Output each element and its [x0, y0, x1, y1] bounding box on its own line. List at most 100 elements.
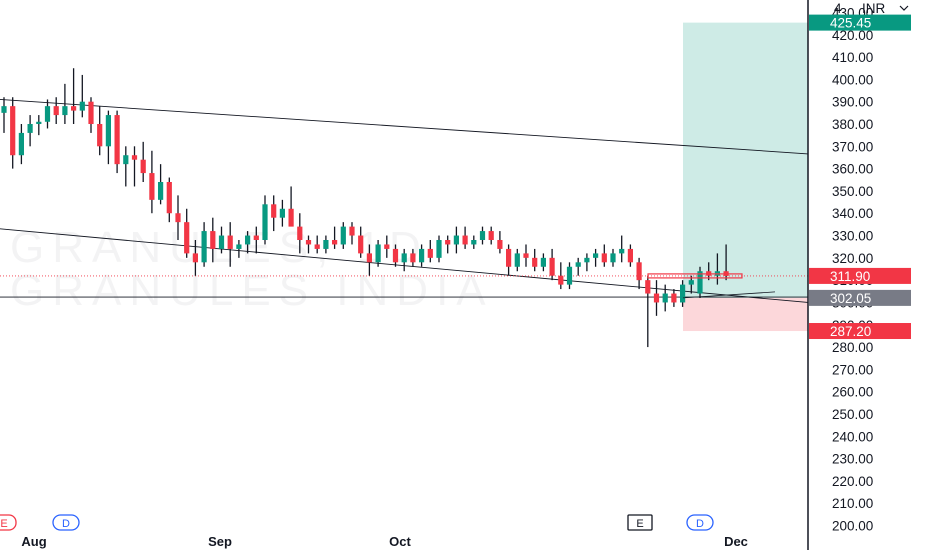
axis-tick-280: 280.00 — [832, 340, 873, 355]
candle-body — [236, 244, 242, 249]
position-overlay — [647, 273, 776, 299]
candle-body — [680, 284, 686, 303]
trendline-0 — [0, 99, 809, 155]
candle-body — [497, 240, 503, 249]
candle-body — [131, 155, 138, 160]
candle-body — [175, 213, 181, 223]
axis-tick-220: 220.00 — [832, 474, 873, 489]
axis-tick-420: 420.00 — [832, 28, 873, 43]
price-badge-current — [809, 267, 911, 284]
candle-body — [384, 244, 390, 249]
candle-body — [645, 280, 651, 294]
price-badge-label-stop: 287.20 — [830, 324, 871, 339]
candle-body — [593, 253, 599, 258]
position-stop-line — [682, 291, 776, 299]
candle-body — [62, 106, 68, 116]
position-entry-bar — [647, 273, 743, 279]
candle-body — [227, 235, 233, 249]
candle-body — [71, 106, 77, 111]
candle-body — [18, 132, 24, 156]
candle-body — [279, 208, 285, 218]
candle-body — [488, 231, 494, 240]
candle-body — [584, 257, 590, 263]
price-badge-label-current: 311.90 — [830, 269, 870, 284]
axis-tick-360: 360.00 — [832, 162, 873, 177]
candle-body — [158, 182, 164, 200]
candle-body — [10, 106, 16, 156]
axis-tick-200: 200.00 — [832, 519, 873, 534]
candle-body — [688, 280, 694, 285]
candle-body — [288, 208, 294, 227]
candle-body — [88, 101, 94, 124]
candle-body — [479, 231, 486, 240]
candle-body — [662, 293, 668, 303]
candle-body — [297, 226, 303, 240]
candle-body — [349, 226, 355, 236]
price-badge-label-entry: 302.05 — [830, 291, 871, 306]
dividend-marker-label: D — [696, 518, 704, 530]
candle-body — [262, 204, 268, 240]
profit-zone — [683, 22, 808, 298]
axis-tick-380: 380.00 — [832, 117, 873, 132]
axis-tick-430-partial: 4 — [834, 1, 842, 16]
candle-body — [427, 248, 433, 258]
axis-tick-340: 340.00 — [832, 206, 873, 221]
axis-tick-350: 350.00 — [832, 184, 873, 199]
price-badge-stop — [809, 323, 911, 340]
candle-body — [305, 240, 312, 245]
candle-body — [105, 115, 111, 147]
candle-body — [575, 262, 581, 267]
candle-body — [114, 115, 120, 165]
candle-body — [201, 231, 207, 263]
earnings-marker — [0, 514, 17, 531]
position-zones — [683, 22, 808, 332]
candle-body — [79, 101, 85, 111]
price-badge-target — [809, 14, 911, 31]
candle-body — [619, 248, 625, 254]
axis-tick-230: 230.00 — [832, 452, 873, 467]
candle-body — [36, 121, 42, 124]
axis-tick-410: 410.00 — [832, 50, 873, 65]
candle-body — [375, 244, 381, 263]
candle-body — [601, 253, 607, 263]
currency-label[interactable]: INR 4 — [834, 1, 909, 16]
axis-tick-370: 370.00 — [832, 139, 873, 154]
dividend-marker — [686, 514, 714, 531]
axis-month-sep: Sep — [208, 534, 232, 549]
axis-tick-330: 330.00 — [832, 229, 873, 244]
candle-body — [436, 240, 442, 258]
candle-body — [627, 248, 633, 263]
candle-body — [314, 244, 320, 249]
candle-body — [166, 182, 172, 214]
candle-body — [358, 235, 364, 254]
candle-body — [401, 253, 407, 263]
candle-body — [671, 293, 677, 303]
candle-body — [419, 248, 425, 263]
earnings-marker-label: E — [636, 518, 643, 530]
candle-body — [366, 253, 372, 263]
candle-body — [149, 173, 155, 200]
candle-body — [140, 159, 146, 174]
earnings-marker — [627, 514, 653, 531]
candle-body — [636, 262, 642, 281]
candle-body — [340, 226, 346, 245]
price-badge-label-target: 425.45 — [830, 16, 871, 31]
candle-body — [471, 240, 477, 245]
axis-tick-210: 210.00 — [832, 496, 873, 511]
price-axis[interactable]: 200.00 210.00 220.00 230.00 240.00 250.00 260.… — [809, 5, 911, 534]
candle-body — [192, 253, 198, 263]
candle-body — [610, 253, 616, 263]
candle-body — [523, 253, 529, 258]
candle-body — [462, 235, 468, 245]
time-axis[interactable]: Aug Sep Oct Dec — [21, 534, 748, 549]
candle-body — [549, 257, 555, 276]
candle-body — [218, 235, 225, 249]
candle-body — [123, 155, 129, 165]
candle-body — [53, 106, 59, 116]
axis-tick-250: 250.00 — [832, 407, 873, 422]
dividend-marker-label: D — [62, 518, 70, 530]
candle-body — [392, 248, 399, 263]
candle-body — [540, 257, 546, 267]
